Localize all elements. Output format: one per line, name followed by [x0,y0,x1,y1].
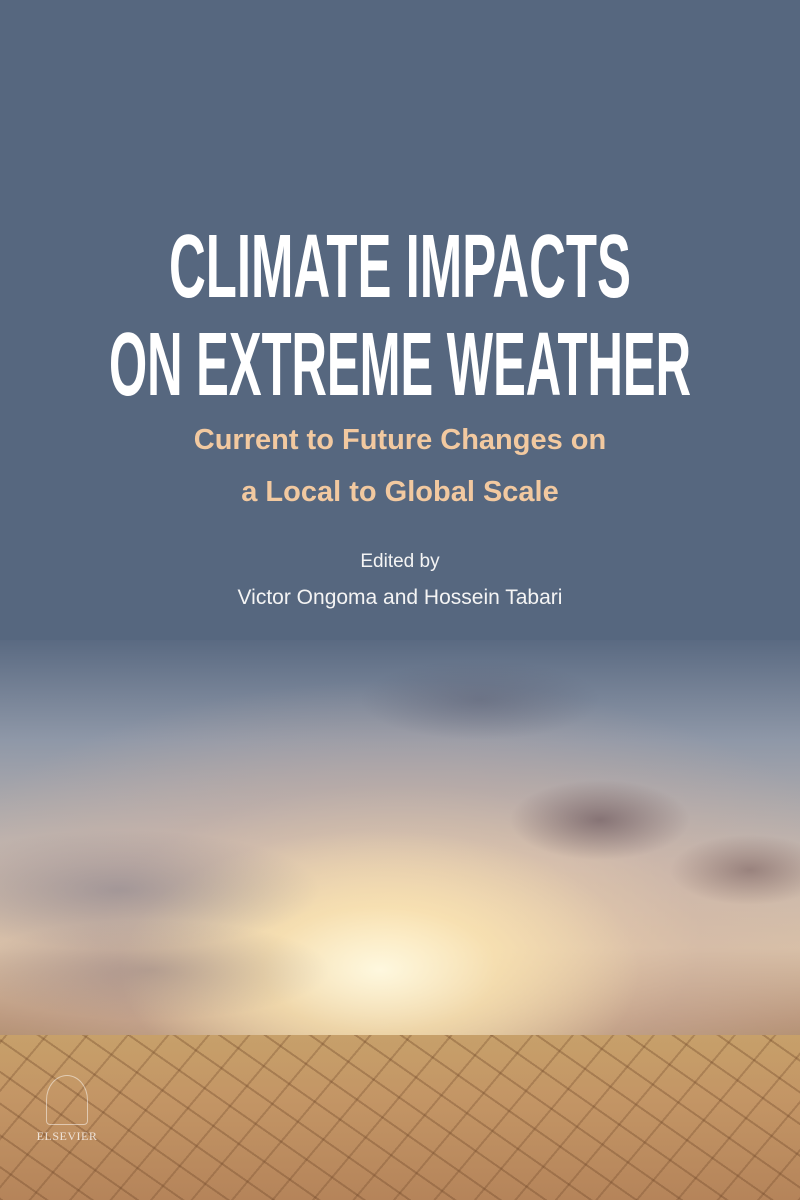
publisher-name: ELSEVIER [36,1129,98,1143]
title-line-1: CLIMATE IMPACTS [169,218,631,308]
elsevier-logo: ELSEVIER [34,1075,100,1155]
cracked-earth-image [0,1035,800,1200]
subtitle-line-1: Current to Future Changes on [193,424,607,456]
edited-by-label: Edited by [360,551,440,572]
title-line-2: ON EXTREME WEATHER [109,318,691,408]
subtitle-line-2: a Local to Global Scale [241,476,559,508]
title-line-1-text: CLIMATE IMPACTS [169,218,631,308]
elsevier-tree-icon [46,1075,88,1125]
cover-top-panel [0,0,800,660]
editors-names: Victor Ongoma and Hossein Tabari [237,586,563,609]
clouds-overlay [0,640,800,1040]
title-line-2-text: ON EXTREME WEATHER [109,318,691,408]
